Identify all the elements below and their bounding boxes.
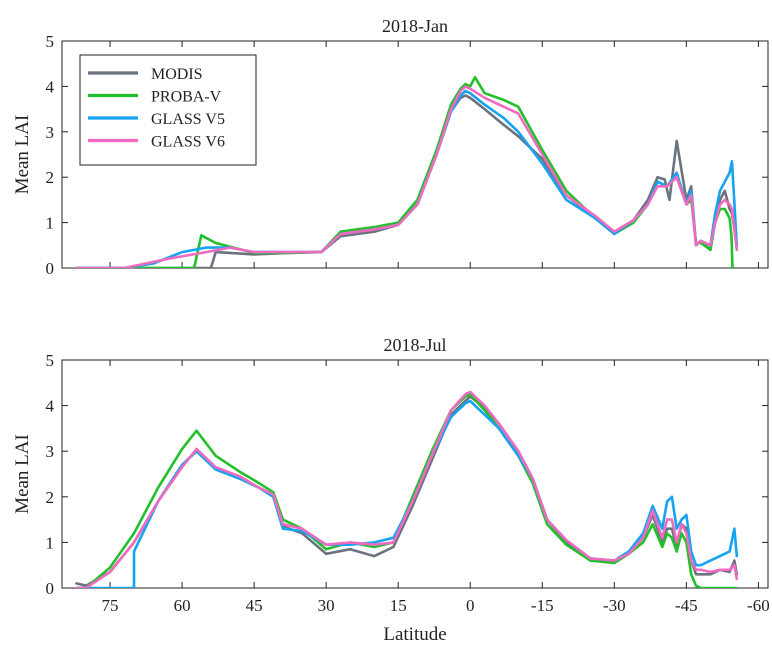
plot-frame	[61, 359, 769, 589]
chart-title: 2018-Jul	[384, 335, 447, 355]
chart-title: 2018-Jan	[382, 16, 448, 36]
panel-1: 0 1 2 3 4 5 2018-Jan Mean LAI MODIS PROBA-V GLASS …	[12, 16, 769, 278]
y-tick-label: 2	[46, 488, 55, 507]
x-tick-label: -30	[603, 596, 626, 615]
x-tick-label: 60	[174, 596, 191, 615]
x-tick-label: -15	[531, 596, 554, 615]
y-tick-label: 2	[46, 168, 55, 187]
y-axis-label: Mean LAI	[12, 115, 33, 195]
x-axis-label: Latitude	[383, 624, 446, 645]
x-tick-label: 15	[390, 596, 407, 615]
x-tick-label: -45	[675, 596, 698, 615]
x-tick-label: -60	[747, 596, 770, 615]
legend-label: PROBA-V	[151, 89, 222, 106]
x-tick-label: 75	[102, 596, 119, 615]
y-tick-label: 1	[46, 533, 55, 552]
x-tick-label: 30	[318, 596, 335, 615]
y-axis-label: Mean LAI	[12, 434, 33, 514]
y-tick-label: 3	[46, 442, 55, 461]
y-tick-label: 4	[46, 77, 55, 96]
x-tick-label: 0	[466, 596, 475, 615]
series-line-glass-v6	[75, 390, 739, 588]
legend-label: GLASS V6	[151, 134, 225, 151]
legend: MODIS PROBA-V GLASS V5 GLASS V6	[79, 54, 257, 166]
y-tick-label: 3	[46, 123, 55, 142]
series-line-glass-v6	[75, 85, 739, 268]
series-group	[75, 390, 739, 588]
y-tick-label: 4	[46, 397, 55, 416]
series-line-glass-v5	[75, 399, 739, 588]
y-tick-label: 0	[46, 259, 55, 278]
series-group	[75, 76, 739, 268]
y-tick-label: 5	[46, 32, 55, 51]
y-tick-label: 5	[46, 351, 55, 370]
y-tick-label: 1	[46, 214, 55, 233]
legend-label: GLASS V5	[151, 111, 225, 128]
plot-frame	[61, 40, 769, 269]
y-tick-label: 0	[46, 579, 55, 598]
legend-label: MODIS	[151, 66, 203, 83]
x-tick-label: 45	[246, 596, 263, 615]
